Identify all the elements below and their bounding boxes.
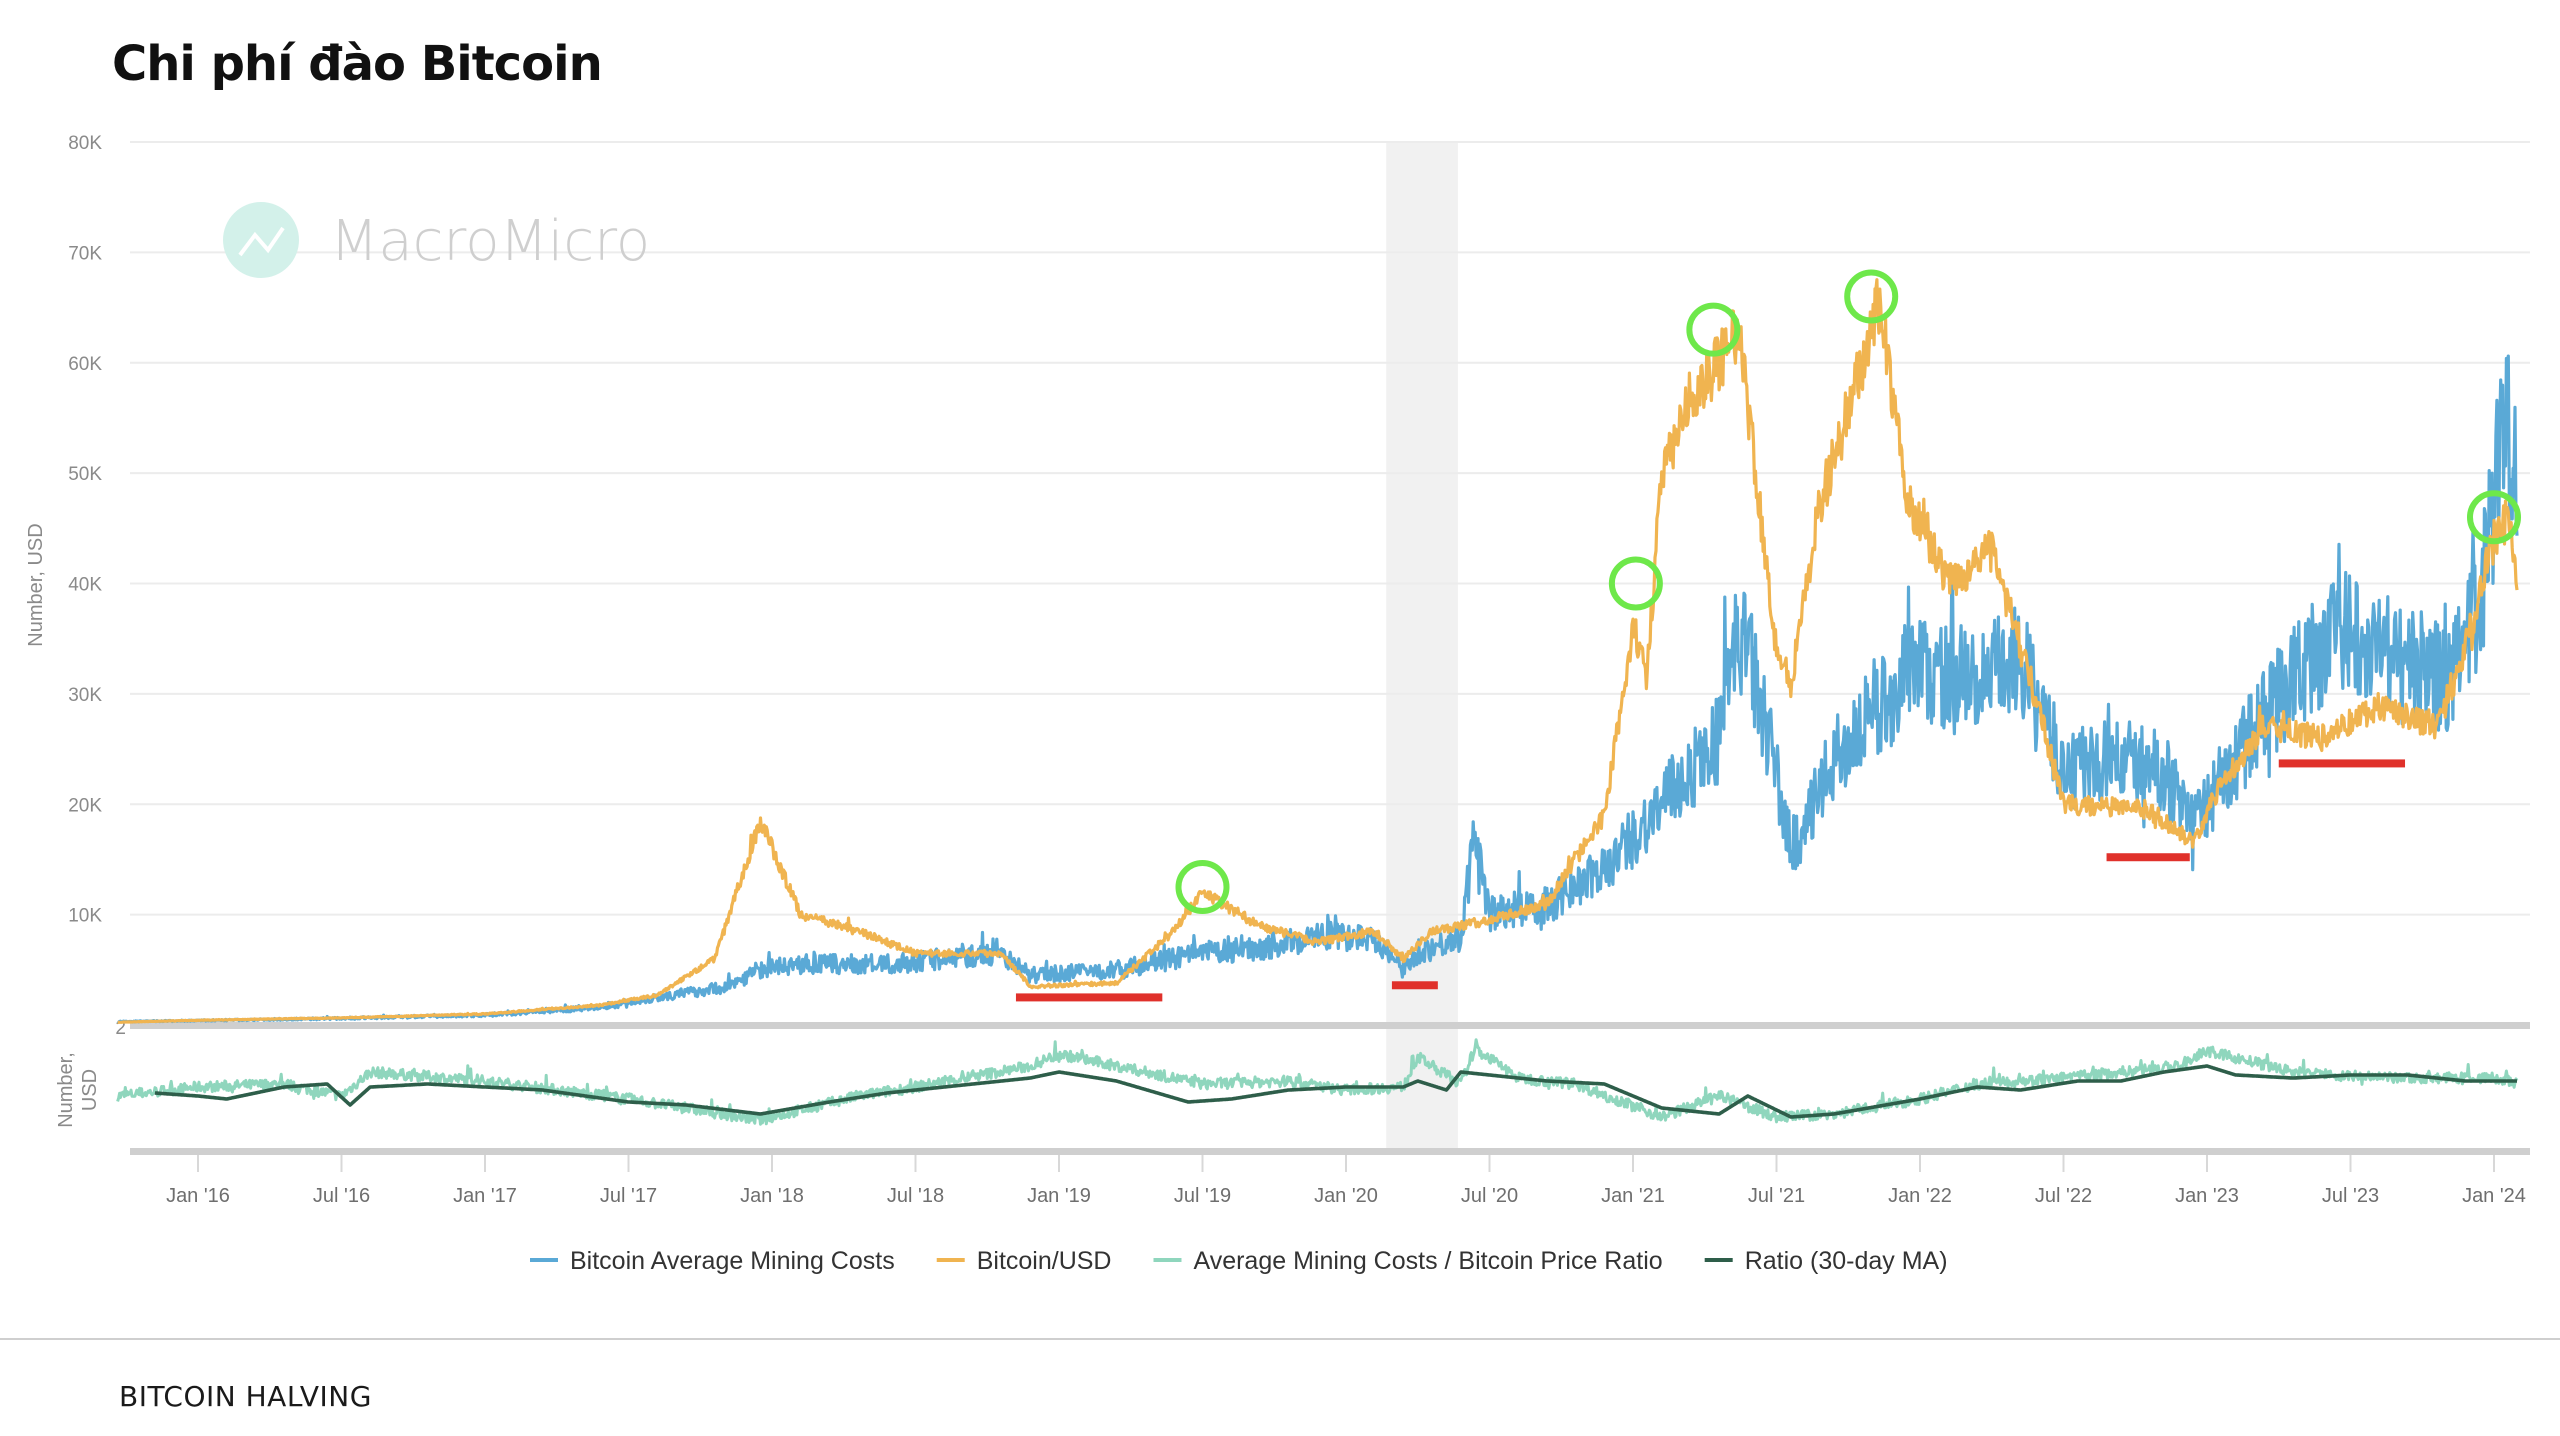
x-tick-label: Jul '17 [600,1185,657,1207]
y-tick-label: 80K [68,133,102,154]
x-tick-label: Jul '22 [2035,1185,2092,1207]
legend-label: Bitcoin Average Mining Costs [570,1247,895,1275]
y-tick-label: 50K [68,464,102,485]
x-axis: Jan '16 Jul '16 Jan '17 Jul '17 Jan '18 Jul '… [166,1155,2526,1207]
grid [130,141,2530,916]
x-tick-label: Jan '24 [2462,1185,2526,1207]
footer-label: BITCOIN HALVING [119,1380,372,1413]
x-axis-line [130,1148,2530,1155]
ratio-panel-frame [130,1022,2530,1155]
footer-divider [0,1338,2560,1340]
red-bottom-marker [2278,759,2406,768]
panel-divider [130,1022,2530,1029]
x-tick-label: Jul '21 [1748,1185,1805,1207]
x-tick-label: Jan '20 [1314,1185,1378,1207]
series-line-0 [116,354,2519,1024]
series-line-1 [116,278,2519,1024]
y-tick-label: 70K [68,243,102,264]
legend-item[interactable]: Ratio (30-day MA) [1704,1247,1948,1275]
x-tick-label: Jul '16 [313,1185,370,1207]
x-tick-label: Jul '18 [887,1185,944,1207]
green-peak-circle [2467,490,2521,545]
x-tick-label: Jan '23 [2175,1185,2239,1207]
x-tick-label: Jan '16 [166,1185,230,1207]
x-tick-label: Jan '17 [453,1185,517,1207]
x-tick-label: Jul '19 [1174,1185,1231,1207]
watermark: MacroMicro [223,202,650,278]
green-peak-circle [1686,302,1741,357]
series [116,278,2519,1126]
x-tick-label: Jan '21 [1601,1185,1665,1207]
legend: Bitcoin Average Mining Costs Bitcoin/USD A… [530,1247,1948,1275]
ratio-top-tick: 2 [115,1018,126,1039]
x-tick-label: Jul '20 [1461,1185,1518,1207]
legend-item[interactable]: Bitcoin/USD [936,1247,1112,1275]
ratio-y-axis-title: Number, [55,1052,77,1128]
page-title: Chi phí đào Bitcoin [112,36,603,92]
legend-label: Average Mining Costs / Bitcoin Price Rat… [1193,1247,1662,1275]
series-line-2 [116,1038,2519,1126]
x-tick-label: Jan '18 [740,1185,804,1207]
green-peak-circle [1608,556,1663,611]
annotations [1015,269,2521,1002]
y-tick-label: 30K [68,685,102,706]
legend-label: Ratio (30-day MA) [1745,1247,1948,1275]
ratio-y-axis-title-2: USD [79,1069,101,1111]
red-bottom-marker [1391,981,1438,990]
legend-item[interactable]: Average Mining Costs / Bitcoin Price Rat… [1153,1247,1663,1275]
halving-shaded-region [1386,142,1458,1150]
red-bottom-marker [1015,993,1163,1002]
y-tick-label: 10K [68,906,102,927]
y-axis: 10K 20K 30K 40K 50K 60K 70K 80K [68,133,102,927]
x-tick-label: Jan '22 [1888,1185,1952,1207]
legend-label: Bitcoin/USD [977,1247,1112,1275]
y-axis-title: Number, USD [25,523,47,646]
series-line-3 [154,1064,2518,1119]
halving-band [1386,142,1458,1150]
green-peak-circle [1175,860,1230,915]
chart: MacroMicro 10K 20K 30K 40K 50K 60K 70K 80K Numb… [25,133,2530,1275]
y-tick-label: 20K [68,795,102,816]
y-tick-label: 40K [68,575,102,596]
y-tick-label: 60K [68,354,102,375]
x-tick-label: Jan '19 [1027,1185,1091,1207]
red-bottom-marker [2106,853,2190,862]
watermark-icon-line [238,226,285,257]
watermark-text: MacroMicro [330,209,650,274]
green-peak-circle [1844,269,1899,324]
legend-item[interactable]: Bitcoin Average Mining Costs [530,1247,895,1275]
x-tick-label: Jul '23 [2322,1185,2379,1207]
